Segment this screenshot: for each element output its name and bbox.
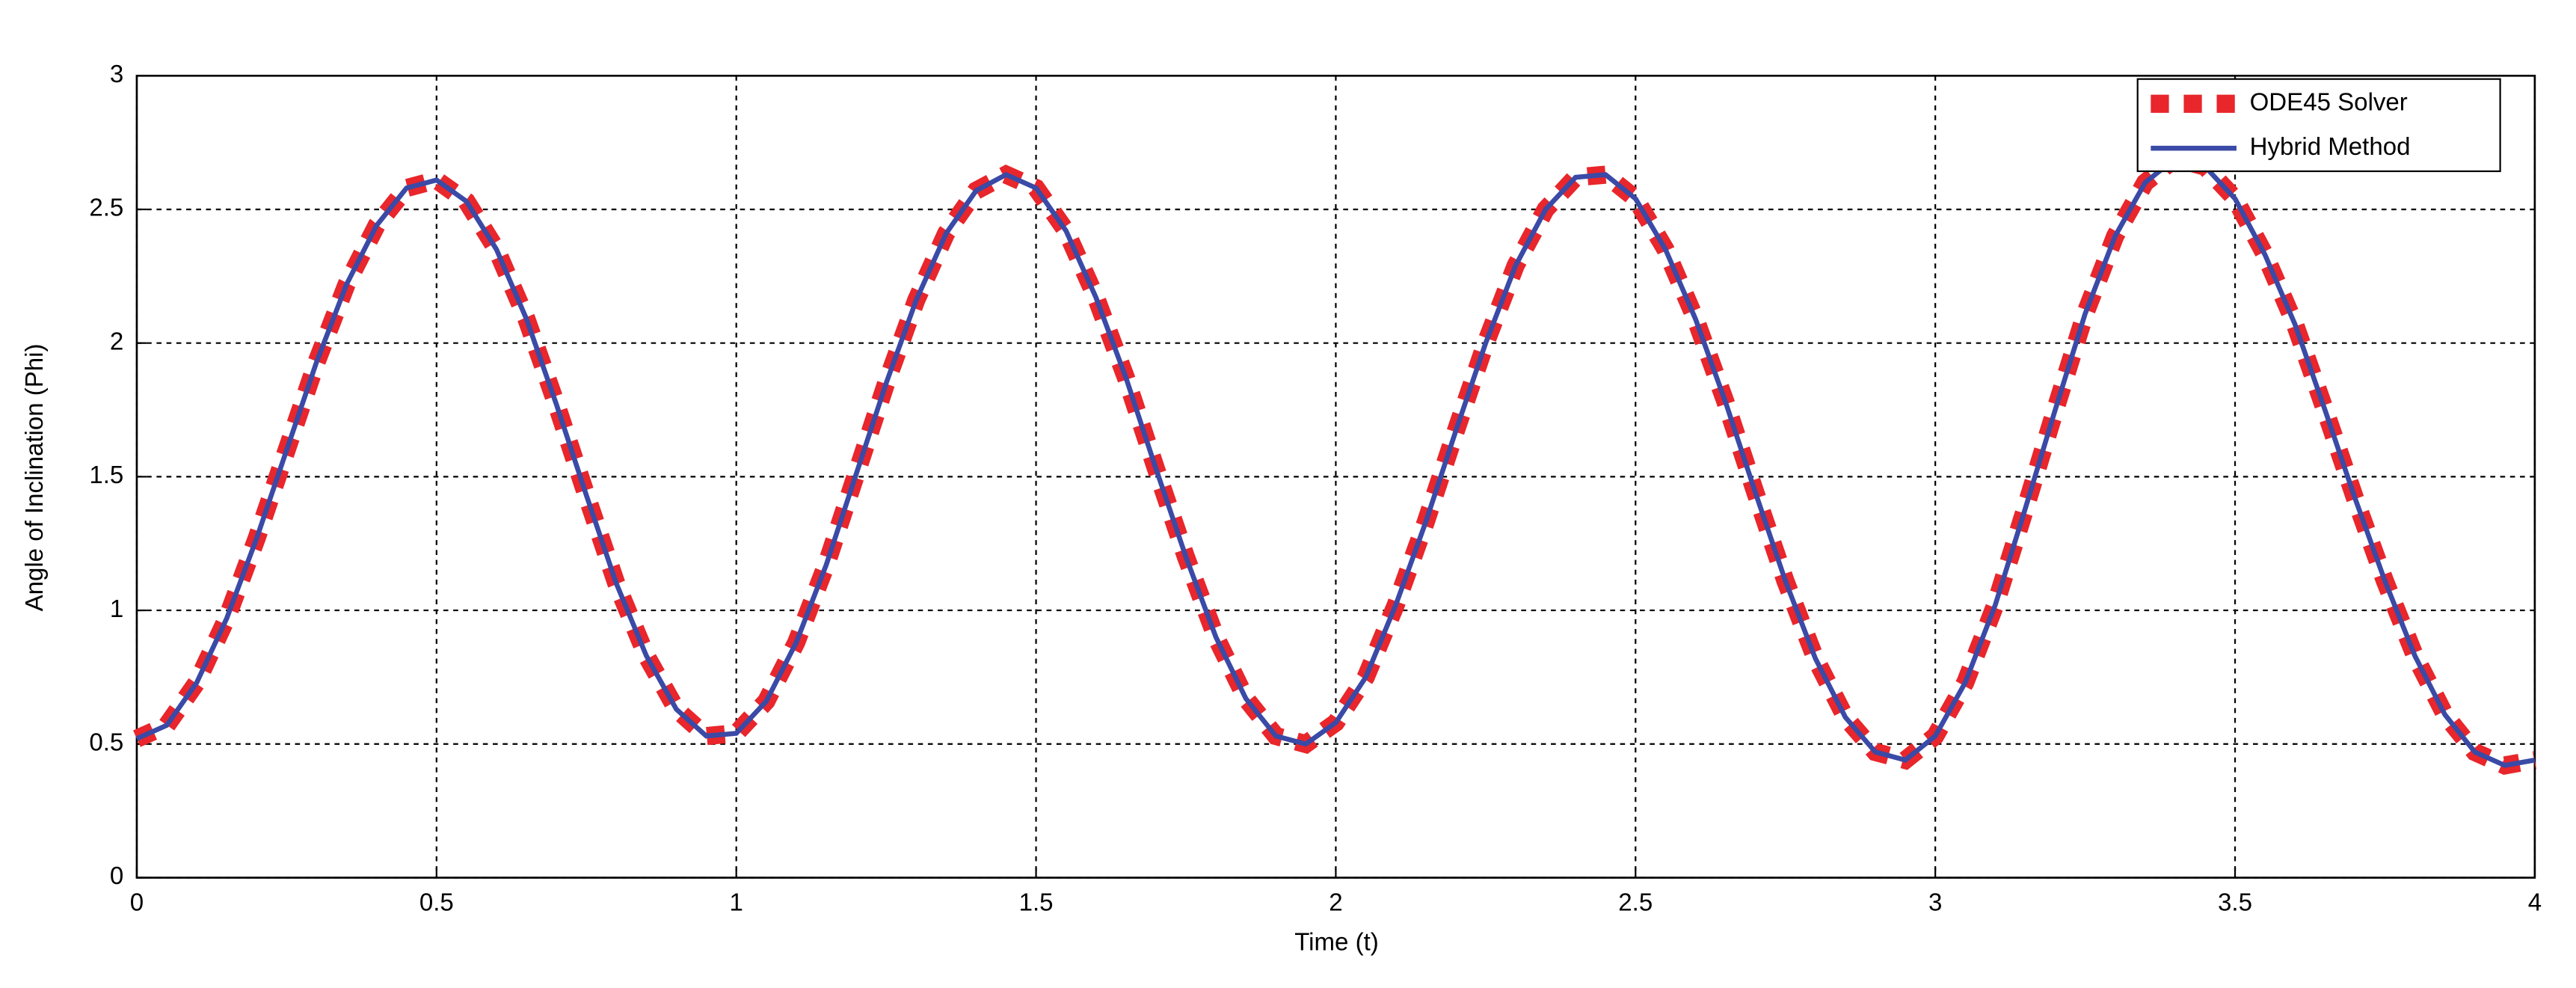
x-tick-label: 0 [130,889,144,916]
x-tick-label: 2.5 [1618,889,1653,916]
x-tick-label: 1 [729,889,743,916]
axes-frame [135,74,2536,879]
y-tick-label: 0.5 [89,729,123,757]
y-axis-label: Angle of Inclination (Phi) [21,344,49,612]
y-tick-label: 2 [110,328,123,355]
y-tick-label: 1.5 [89,461,123,489]
x-tick-label: 4 [2528,889,2542,916]
x-tick-label: 3.5 [2218,889,2252,916]
legend-box [2136,78,2501,173]
y-tick-label: 0 [110,862,123,890]
x-tick-label: 2 [1329,889,1342,916]
y-tick-label: 1 [110,595,123,623]
legend-label: ODE45 Solver [2250,88,2408,116]
y-tick-label: 2.5 [89,194,123,222]
y-tick-label: 3 [110,61,123,88]
data-line [135,156,2536,768]
x-tick-label: 0.5 [419,889,454,916]
x-tick-label: 1.5 [1019,889,1054,916]
x-tick-label: 3 [1928,889,1942,916]
x-axis-label: Time (t) [1294,928,1379,956]
legend-label: Hybrid Method [2250,133,2411,161]
